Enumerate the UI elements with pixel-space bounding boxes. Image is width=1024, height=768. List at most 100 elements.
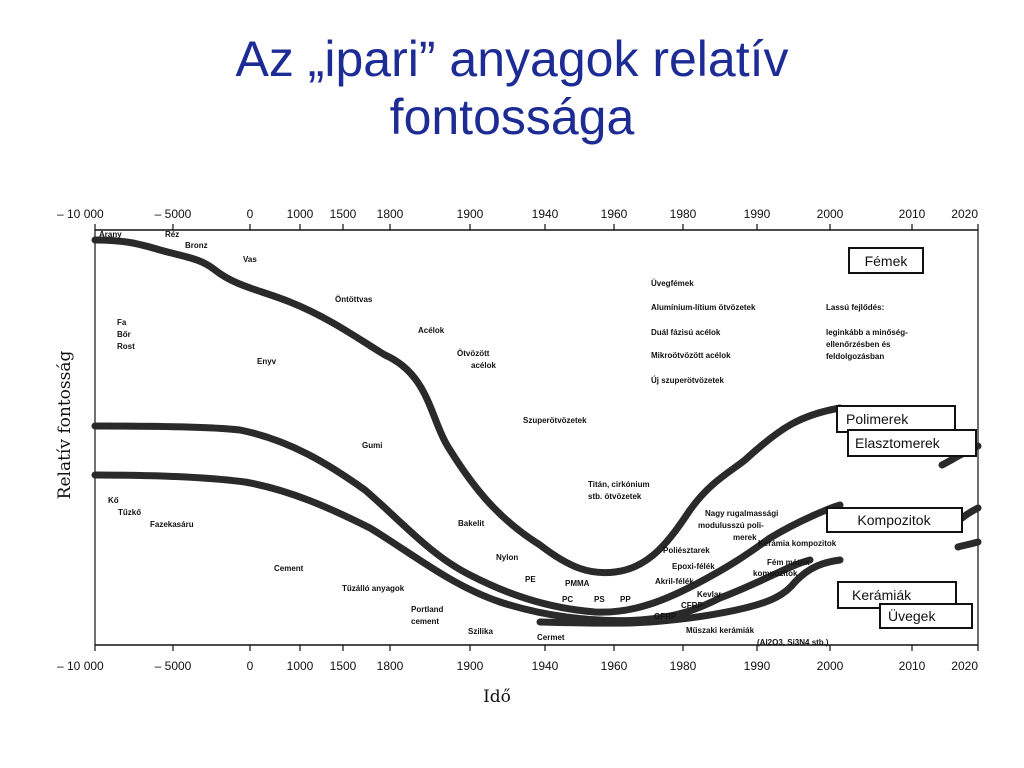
y-axis-label: Relatív fontosság bbox=[55, 351, 75, 500]
anno-tuzallo: Tűzálló anyagok bbox=[342, 584, 405, 593]
anno-titan-2: stb. ötvözetek bbox=[588, 492, 642, 501]
anno-uj: Új szuperötvözetek bbox=[651, 376, 724, 385]
top-tick-label: 1990 bbox=[744, 207, 771, 221]
top-tick-label: – 5000 bbox=[155, 207, 192, 221]
anno-uvegfemek: Üvegfémek bbox=[651, 279, 694, 288]
bottom-tick-label: 1960 bbox=[601, 659, 628, 673]
anno-fazekasaru: Fazekasáru bbox=[150, 520, 194, 529]
top-tick-label: – 10 000 bbox=[57, 207, 104, 221]
anno-kerkomp: Kerámia kompozitok bbox=[758, 539, 837, 548]
box-elasztomerek bbox=[847, 429, 977, 457]
x-axis-label: Idő bbox=[483, 687, 511, 707]
top-tick-label: 0 bbox=[247, 207, 254, 221]
anno-rost: Rost bbox=[117, 342, 135, 351]
anno-tuzko: Tűzkő bbox=[118, 508, 141, 517]
anno-cermet: Cermet bbox=[537, 633, 565, 642]
anno-otvozott: Ötvözött bbox=[457, 349, 490, 358]
anno-gumi: Gumi bbox=[362, 441, 382, 450]
composites-curve bbox=[91, 471, 814, 625]
anno-szilika: Szilika bbox=[468, 627, 493, 636]
top-tick-label: 2020 bbox=[951, 207, 978, 221]
top-tick-label: 1960 bbox=[601, 207, 628, 221]
anno-lassu: Lassú fejlődés: bbox=[826, 303, 884, 312]
box-femek bbox=[848, 247, 924, 274]
anno-vas: Vas bbox=[243, 255, 257, 264]
metals-curve bbox=[91, 236, 844, 577]
title-line-2: fontossága bbox=[389, 89, 635, 145]
polymers-curve bbox=[91, 422, 844, 616]
anno-femmatrix-2: kompozitok bbox=[753, 569, 798, 578]
anno-ps: PS bbox=[594, 595, 605, 604]
top-tick-label: 2000 bbox=[817, 207, 844, 221]
bottom-tick-label: 1980 bbox=[670, 659, 697, 673]
top-tick-label: 2010 bbox=[899, 207, 926, 221]
anno-akril: Akril-félék bbox=[655, 577, 694, 586]
box-kompozitok bbox=[826, 507, 963, 533]
anno-pe: PE bbox=[525, 575, 536, 584]
top-tick-label: 1980 bbox=[670, 207, 697, 221]
bottom-tick-label: 1990 bbox=[744, 659, 771, 673]
bottom-tick-label: – 10 000 bbox=[57, 659, 104, 673]
top-tick-label: 1900 bbox=[457, 207, 484, 221]
anno-legink-1: leginkább a minőség- bbox=[826, 328, 908, 337]
anno-legink-2: ellenőrzésben és bbox=[826, 340, 891, 349]
bottom-tick-label: 2000 bbox=[817, 659, 844, 673]
label-femek: Fémek bbox=[865, 253, 909, 269]
label-polimerek: Polimerek bbox=[846, 411, 909, 427]
anno-ko: Kő bbox=[108, 496, 119, 505]
bottom-tick-label: 1000 bbox=[287, 659, 314, 673]
anno-dual: Duál fázisú acélok bbox=[651, 328, 721, 337]
bottom-tick-label: 1900 bbox=[457, 659, 484, 673]
anno-muszaki-2: (Al2O3, Si3N4 stb.) bbox=[757, 638, 829, 647]
ceramics-curve bbox=[536, 556, 844, 627]
anno-epoxi: Epoxi-félék bbox=[672, 562, 715, 571]
title-line-1: Az „ipari” anyagok relatív bbox=[235, 31, 789, 87]
anno-kevlar: Kevlar bbox=[697, 590, 721, 599]
anno-femmatrix-1: Fém mátrix bbox=[767, 558, 810, 567]
bottom-tick-label: 1800 bbox=[377, 659, 404, 673]
anno-fa: Fa bbox=[117, 318, 127, 327]
composites-curve-tail bbox=[958, 504, 982, 522]
top-tick-label: 1800 bbox=[377, 207, 404, 221]
anno-arany: Arany bbox=[99, 230, 122, 239]
anno-mikro: Mikroötvözött acélok bbox=[651, 351, 731, 360]
material-importance-diagram: – 10 000 – 5000 0 1000 1500 1800 1900 1940 1960 1… bbox=[55, 207, 982, 707]
anno-enyv: Enyv bbox=[257, 357, 277, 366]
anno-szuperotvozetek: Szuperötvözetek bbox=[523, 416, 587, 425]
anno-pmma: PMMA bbox=[565, 579, 590, 588]
anno-cfrp: CFRP bbox=[681, 601, 703, 610]
bottom-tick-label: – 5000 bbox=[155, 659, 192, 673]
anno-pp: PP bbox=[620, 595, 631, 604]
box-polimerek bbox=[836, 405, 956, 433]
box-uvegek bbox=[879, 603, 973, 629]
ceramics-curve-tail bbox=[954, 538, 982, 551]
bottom-tick-label: 1940 bbox=[532, 659, 559, 673]
anno-nylon: Nylon bbox=[496, 553, 518, 562]
anno-cement: Cement bbox=[274, 564, 304, 573]
anno-portland-2: cement bbox=[411, 617, 439, 626]
top-tick-label: 1940 bbox=[532, 207, 559, 221]
anno-nagy-1: Nagy rugalmassági bbox=[705, 509, 778, 518]
top-axis-ticks: – 10 000 – 5000 0 1000 1500 1800 1900 1940 1960 1… bbox=[57, 207, 979, 230]
label-keramiak: Kerámiák bbox=[852, 587, 912, 603]
anno-poliesztarek: Poliésztarek bbox=[663, 546, 710, 555]
label-elasztomerek: Elasztomerek bbox=[855, 435, 941, 451]
anno-allit: Alumínium-lítium ötvözetek bbox=[651, 303, 756, 312]
anno-rez: Réz bbox=[165, 230, 179, 239]
anno-bor: Bőr bbox=[117, 330, 131, 339]
top-tick-label: 1500 bbox=[330, 207, 357, 221]
anno-ontottvas: Öntöttvas bbox=[335, 295, 373, 304]
anno-otvozott-acelok: acélok bbox=[471, 361, 496, 370]
anno-nagy-3: merek bbox=[733, 533, 757, 542]
anno-legink-3: feldolgozásban bbox=[826, 352, 884, 361]
anno-acelok: Acélok bbox=[418, 326, 445, 335]
bottom-tick-label: 0 bbox=[247, 659, 254, 673]
anno-muszaki-1: Műszaki kerámiák bbox=[686, 626, 755, 635]
anno-bronz: Bronz bbox=[185, 241, 208, 250]
bottom-tick-label: 2020 bbox=[951, 659, 978, 673]
anno-portland-1: Portland bbox=[411, 605, 444, 614]
slide-title: Az „ipari” anyagok relatív fontossága bbox=[0, 30, 1024, 146]
anno-bakelit: Bakelit bbox=[458, 519, 485, 528]
label-kompozitok: Kompozitok bbox=[857, 512, 931, 528]
top-tick-label: 1000 bbox=[287, 207, 314, 221]
